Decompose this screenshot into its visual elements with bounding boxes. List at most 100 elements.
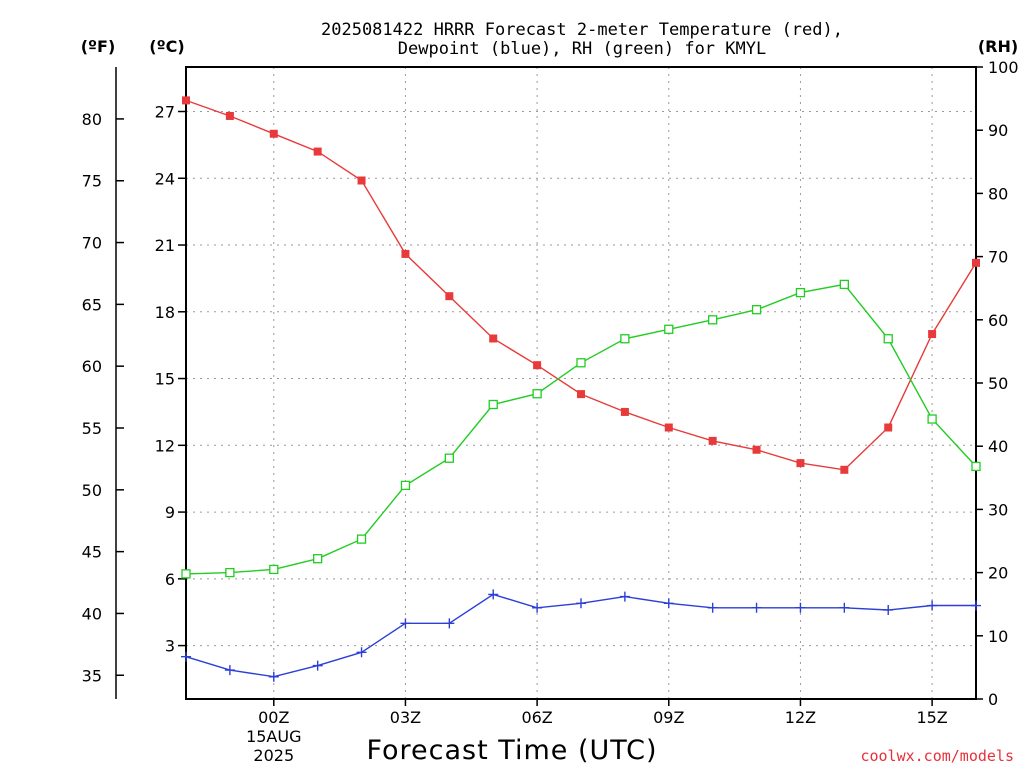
temperature-point	[357, 176, 366, 185]
celsius-tick-label: 15	[155, 370, 175, 389]
temperature-point	[664, 423, 673, 432]
relative-humidity-point	[927, 414, 937, 424]
temperature-line	[185, 99, 977, 471]
temperature-series	[182, 96, 980, 474]
relative-humidity-point	[664, 324, 674, 334]
fahrenheit-unit-label: (ºF)	[81, 37, 116, 56]
fahrenheit-tick-label: 50	[82, 481, 102, 500]
rh-unit-label: (RH)	[978, 37, 1018, 56]
dewpoint-point	[795, 602, 806, 613]
dewpoint-point	[181, 651, 191, 662]
dewpoint-point	[444, 618, 455, 629]
celsius-tick-label: 24	[155, 169, 175, 188]
dewpoint-point	[268, 671, 279, 682]
x-tick-label: 15Z	[916, 708, 947, 727]
dewpoint-point	[663, 598, 674, 609]
x-axis-title: Forecast Time (UTC)	[366, 735, 657, 766]
rh-tick-label: 50	[988, 374, 1008, 393]
temperature-point	[489, 334, 498, 343]
celsius-tick-label: 21	[155, 236, 175, 255]
relative-humidity-series	[181, 279, 981, 579]
rh-tick-label: 0	[988, 690, 998, 709]
dewpoint-point	[971, 600, 981, 611]
rh-tick-label: 20	[988, 564, 1008, 583]
dewpoint-point	[488, 589, 499, 600]
rh-tick-label: 90	[988, 121, 1008, 140]
data-series	[181, 96, 981, 682]
rh-tick-label: 10	[988, 627, 1008, 646]
axes: 35 40 45 50 55 60 65 70 75 80 3 6 9 12 15 18 21 24 27 0 10 20…	[82, 58, 1019, 765]
relative-humidity-point	[313, 554, 323, 564]
dewpoint-series	[181, 589, 981, 682]
relative-humidity-line	[185, 283, 977, 575]
relative-humidity-point	[795, 287, 806, 298]
x-tick-year-label: 2025	[253, 746, 294, 765]
temperature-point	[577, 390, 585, 399]
dewpoint-point	[576, 598, 586, 609]
x-tick-date-label: 15AUG	[246, 727, 301, 746]
temperature-point	[840, 465, 849, 474]
temperature-point	[313, 147, 322, 156]
relative-humidity-point	[620, 334, 630, 344]
x-tick-label: 00Z	[258, 708, 289, 727]
fahrenheit-tick-label: 65	[82, 295, 102, 314]
rh-tick-label: 40	[988, 437, 1008, 456]
credit-link[interactable]: coolwx.com/models	[860, 747, 1014, 765]
temperature-point	[708, 436, 717, 445]
x-tick-label: 06Z	[521, 708, 552, 727]
relative-humidity-point	[883, 334, 893, 344]
x-tick-label: 12Z	[785, 708, 816, 727]
fahrenheit-tick-label: 75	[82, 172, 102, 191]
temperature-point	[928, 330, 937, 339]
dewpoint-point	[312, 660, 323, 671]
dewpoint-point	[619, 591, 630, 602]
dewpoint-point	[356, 647, 367, 658]
fahrenheit-tick-label: 70	[82, 234, 102, 253]
rh-tick-label: 60	[988, 311, 1008, 330]
celsius-tick-label: 27	[155, 103, 175, 122]
chart-title-line1: 2025081422 HRRR Forecast 2-meter Tempera…	[321, 20, 843, 40]
rh-tick-label: 70	[988, 248, 1008, 267]
temperature-point	[401, 249, 410, 258]
dewpoint-point	[224, 665, 235, 676]
temperature-point	[182, 96, 190, 105]
rh-tick-label: 30	[988, 500, 1008, 519]
temperature-point	[445, 292, 454, 301]
relative-humidity-point	[751, 305, 762, 315]
celsius-tick-label: 3	[165, 637, 175, 656]
relative-humidity-point	[971, 461, 981, 472]
relative-humidity-point	[269, 564, 279, 575]
temperature-point	[269, 129, 278, 138]
dewpoint-point	[707, 602, 718, 613]
celsius-tick-label: 18	[155, 303, 175, 322]
dewpoint-point	[839, 602, 850, 613]
relative-humidity-point	[181, 569, 191, 579]
temperature-point	[533, 361, 542, 370]
fahrenheit-tick-label: 60	[82, 357, 102, 376]
fahrenheit-tick-label: 55	[82, 419, 102, 438]
temperature-point	[884, 423, 893, 432]
relative-humidity-point	[839, 279, 849, 290]
relative-humidity-point	[444, 453, 454, 463]
dewpoint-point	[532, 602, 543, 613]
rh-tick-label: 80	[988, 184, 1008, 203]
relative-humidity-point	[225, 567, 235, 578]
chart-title-line2: Dewpoint (blue), RH (green) for KMYL	[398, 39, 766, 59]
celsius-unit-label: (ºC)	[149, 37, 184, 56]
relative-humidity-point	[488, 399, 498, 410]
relative-humidity-point	[356, 534, 367, 544]
relative-humidity-point	[708, 315, 718, 325]
fahrenheit-tick-label: 80	[82, 110, 102, 129]
celsius-tick-label: 12	[155, 436, 175, 455]
celsius-tick-label: 9	[165, 503, 175, 522]
temperature-point	[225, 111, 234, 120]
celsius-tick-label: 6	[165, 570, 175, 589]
grid-lines	[186, 67, 976, 699]
relative-humidity-point	[532, 389, 542, 399]
dewpoint-point	[927, 600, 938, 611]
fahrenheit-tick-label: 40	[82, 604, 102, 623]
temperature-point	[620, 407, 629, 416]
x-tick-label: 09Z	[653, 708, 684, 727]
relative-humidity-point	[576, 358, 586, 368]
